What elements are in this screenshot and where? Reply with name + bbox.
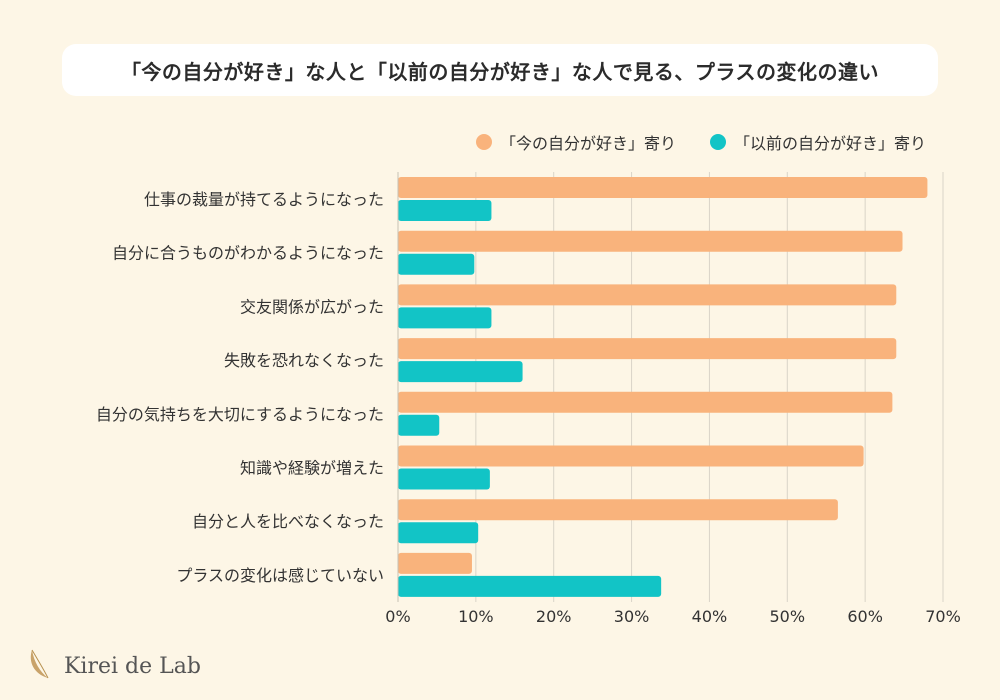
x-tick-label: 60% [847, 607, 883, 626]
x-tick-label: 10% [458, 607, 494, 626]
category-label: 自分に合うものがわかるようになった [112, 244, 384, 263]
bar-past [398, 200, 492, 221]
chart-title: 「今の自分が好き」な人と「以前の自分が好き」な人で見る、プラスの変化の違い [120, 59, 880, 84]
category-label: 知識や経験が増えた [240, 459, 384, 478]
chart-title-box: 「今の自分が好き」な人と「以前の自分が好き」な人で見る、プラスの変化の違い [62, 44, 938, 96]
bar-past [398, 253, 475, 275]
brand-name: Kirei de Lab [64, 653, 201, 679]
x-tick-label: 50% [770, 607, 806, 626]
category-label: プラスの変化は感じていない [176, 566, 384, 585]
bar-past [398, 522, 479, 544]
category-label: 自分と人を比べなくなった [192, 512, 384, 531]
x-tick-label: 40% [692, 607, 728, 626]
legend-dot-now [475, 134, 492, 150]
category-label: 交友関係が広がった [240, 297, 384, 316]
bar-now [398, 499, 838, 521]
bar-past [398, 575, 662, 597]
category-label: 仕事の裁量が持てるようになった [144, 190, 384, 209]
x-tick-label: 30% [614, 607, 650, 626]
x-tick-label: 20% [536, 607, 572, 626]
bar-now [398, 445, 864, 467]
legend-item-now: 「今の自分が好き」寄り [475, 130, 676, 154]
bar-past [398, 468, 490, 490]
bar-now [398, 391, 893, 413]
bar-now [398, 552, 472, 574]
x-tick-label: 70% [925, 607, 961, 626]
legend-dot-past [709, 134, 726, 150]
bar-chart: 仕事の裁量が持てるようになった自分に合うものがわかるようになった交友関係が広がっ… [96, 172, 961, 626]
category-label: 失敗を恐れなくなった [224, 351, 384, 370]
bar-past [398, 307, 492, 329]
bar-now [398, 230, 903, 252]
bar-past [398, 414, 440, 436]
brand: Kirei de Lab [26, 648, 201, 684]
legend-label-past: 「以前の自分が好き」寄り [733, 134, 926, 153]
bar-past [398, 361, 523, 383]
bar-now [398, 177, 928, 198]
x-tick-label: 0% [385, 607, 410, 626]
legend-label-now: 「今の自分が好き」寄り [499, 134, 676, 153]
bar-now [398, 338, 897, 360]
category-label: 自分の気持ちを大切にするようになった [96, 405, 384, 424]
bar-now [398, 284, 897, 306]
legend-item-past: 「以前の自分が好き」寄り [709, 130, 926, 154]
leaf-logo-icon [30, 649, 49, 679]
legend: 「今の自分が好き」寄り 「以前の自分が好き」寄り [475, 130, 926, 154]
